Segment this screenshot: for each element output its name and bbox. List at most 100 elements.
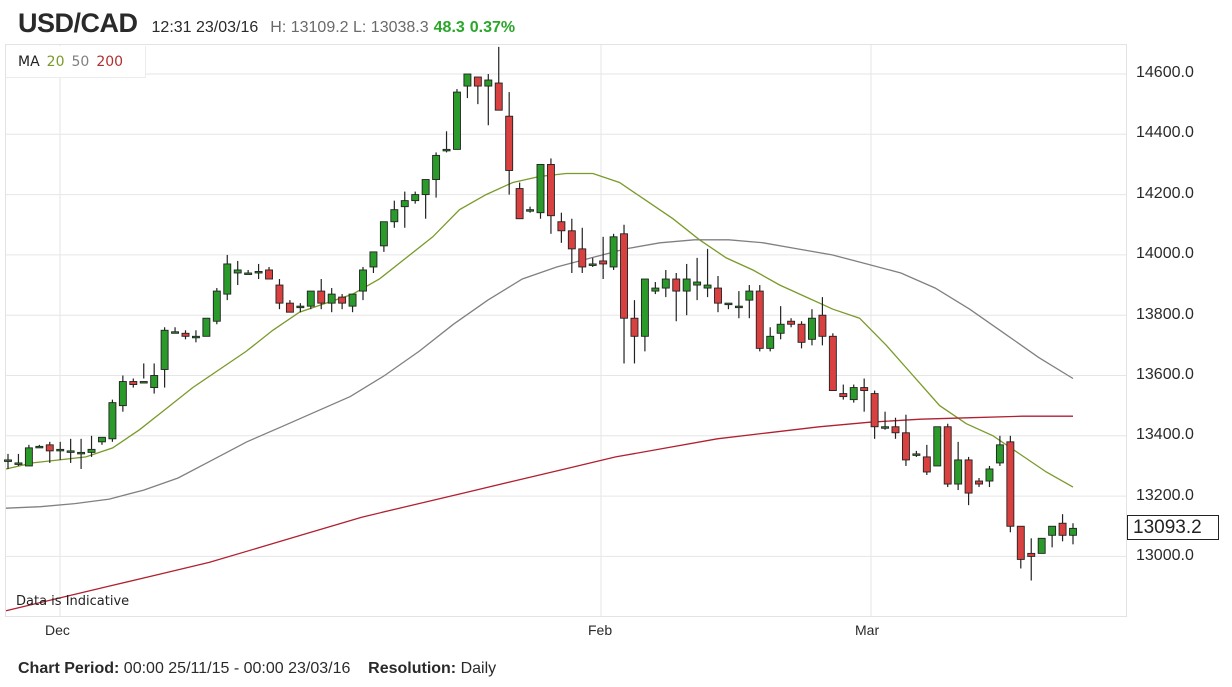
candle [275, 279, 284, 310]
candle [505, 92, 514, 195]
candle [808, 309, 816, 346]
y-axis-label: 13800.0 [1136, 306, 1194, 323]
y-axis-label: 13400.0 [1136, 426, 1194, 443]
candle [1016, 525, 1025, 569]
candle [87, 435, 96, 457]
candle [244, 269, 253, 275]
candle [66, 438, 75, 463]
candle [1058, 514, 1067, 542]
y-axis-label: 14400.0 [1136, 124, 1194, 141]
ma-20-toggle[interactable]: 20 [46, 53, 65, 70]
candle [35, 444, 44, 449]
candle [494, 46, 503, 111]
chart-period-value: 00:00 25/11/15 - 00:00 23/03/16 [123, 660, 351, 677]
candle [964, 456, 973, 506]
ma-50-line [5, 239, 1074, 509]
candle [578, 227, 587, 273]
candle [1006, 435, 1015, 533]
candle [223, 254, 232, 301]
ma-200-toggle[interactable]: 200 [96, 53, 124, 70]
candle [839, 384, 848, 400]
x-axis-label-dec: Dec [45, 622, 70, 638]
chart-frame [5, 44, 1127, 617]
y-axis-label: 13200.0 [1136, 487, 1194, 504]
candle [818, 297, 827, 346]
candle [828, 333, 837, 392]
chart-header: USD/CAD 12:31 23/03/16 H: 13109.2 L: 130… [18, 8, 520, 42]
candle [922, 444, 931, 475]
candle [212, 288, 221, 325]
candle [933, 426, 942, 467]
candle [150, 363, 159, 394]
candle [285, 300, 294, 313]
candle [56, 441, 65, 460]
candle [379, 221, 388, 252]
candle [108, 399, 117, 442]
data-indicative-note: Data is Indicative [16, 594, 130, 609]
y-axis-label: 14200.0 [1136, 185, 1194, 202]
candle [755, 285, 764, 352]
price-change: 48.3 [433, 19, 465, 36]
candle [390, 200, 399, 228]
candle [682, 263, 691, 316]
ma-50-toggle[interactable]: 50 [71, 53, 90, 70]
y-axis-label: 14600.0 [1136, 64, 1194, 81]
y-axis-label: 14000.0 [1136, 245, 1194, 262]
candle [912, 450, 921, 457]
candle [797, 321, 806, 349]
candle [599, 236, 608, 280]
candle [954, 441, 963, 491]
candle [515, 182, 524, 220]
candle [400, 191, 409, 228]
candle [463, 73, 472, 99]
candle [630, 300, 639, 364]
candle [139, 363, 148, 384]
candle [881, 411, 890, 430]
candle [411, 191, 420, 204]
candle [776, 306, 785, 340]
resolution-label: Resolution: [368, 660, 457, 677]
y-axis-label: 13600.0 [1136, 366, 1194, 383]
candle [348, 293, 357, 313]
candle [651, 282, 660, 295]
candle [995, 435, 1004, 466]
chart-period-label: Chart Period: [18, 660, 120, 677]
candle [327, 288, 336, 313]
candle [661, 269, 670, 298]
candle [181, 330, 190, 340]
candle [943, 423, 952, 488]
candle [473, 76, 482, 105]
x-axis-label-feb: Feb [588, 622, 613, 638]
candle [453, 89, 461, 150]
candle [787, 318, 796, 328]
candle [432, 152, 441, 198]
candle [975, 478, 983, 488]
candle [734, 291, 743, 319]
candle [745, 285, 754, 319]
timestamp: 12:31 23/03/16 [151, 19, 259, 36]
chart-footer: Chart Period: 00:00 25/11/15 - 00:00 23/… [18, 660, 496, 678]
candle [202, 317, 211, 337]
candle [1037, 537, 1046, 554]
candle [296, 303, 305, 313]
candle [306, 290, 315, 310]
price-change-percent: 0.37% [469, 19, 516, 36]
candle [359, 266, 367, 301]
candle [860, 378, 869, 412]
candle [985, 465, 994, 488]
candle [171, 327, 180, 334]
currency-pair-title: USD/CAD [18, 8, 138, 38]
y-axis-label: 13000.0 [1136, 547, 1194, 564]
candle [703, 248, 712, 298]
high-low-values: H: 13109.2 L: 13038.3 [270, 19, 429, 36]
candle [421, 179, 430, 219]
candle [233, 260, 242, 286]
candle [849, 384, 858, 403]
candle [640, 278, 649, 352]
candle [693, 257, 702, 301]
last-price-marker: 13093.2 [1127, 515, 1219, 540]
candle [317, 279, 326, 310]
candle [672, 272, 681, 322]
candle [1069, 523, 1077, 545]
